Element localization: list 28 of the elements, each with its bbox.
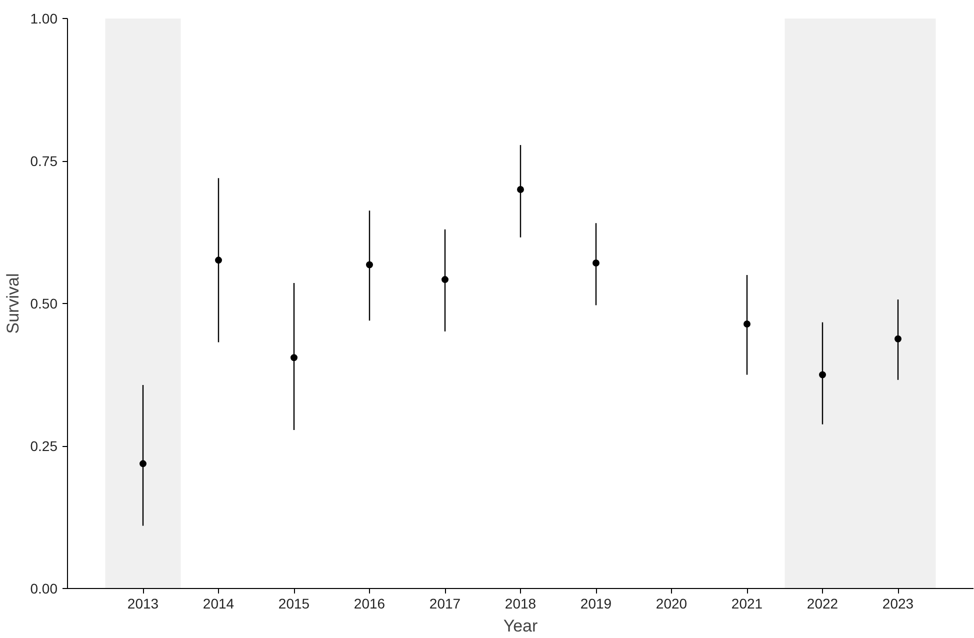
- x-tick-label: 2014: [202, 596, 234, 612]
- point: [819, 371, 826, 378]
- point: [290, 354, 298, 362]
- point: [140, 460, 146, 468]
- y-tick-label: 1.00: [30, 10, 58, 26]
- point: [894, 335, 902, 342]
- y-axis-title: Survival: [3, 273, 22, 334]
- x-tick-label: 2023: [882, 596, 914, 612]
- point: [366, 261, 373, 268]
- point: [517, 186, 524, 193]
- x-tick-label: 2017: [429, 596, 461, 612]
- x-axis-title: Year: [503, 616, 538, 636]
- point: [215, 256, 222, 264]
- y-tick-label: 0.50: [30, 296, 58, 312]
- y-tick-label: 0.25: [30, 438, 58, 454]
- y-tick-label: 0.00: [30, 580, 58, 596]
- x-tick-label: 2015: [278, 596, 310, 612]
- x-tick-label: 2013: [127, 596, 159, 612]
- x-tick-label: 2016: [354, 596, 386, 612]
- point: [744, 320, 750, 328]
- x-tick-label: 2021: [731, 596, 763, 612]
- x-tick-label: 2019: [580, 596, 612, 612]
- point: [442, 276, 448, 284]
- x-tick-label: 2018: [504, 596, 536, 612]
- x-tick-label: 2020: [656, 596, 688, 612]
- point: [592, 260, 600, 267]
- y-tick-label: 0.75: [30, 153, 58, 169]
- x-tick-label: 2022: [806, 596, 838, 612]
